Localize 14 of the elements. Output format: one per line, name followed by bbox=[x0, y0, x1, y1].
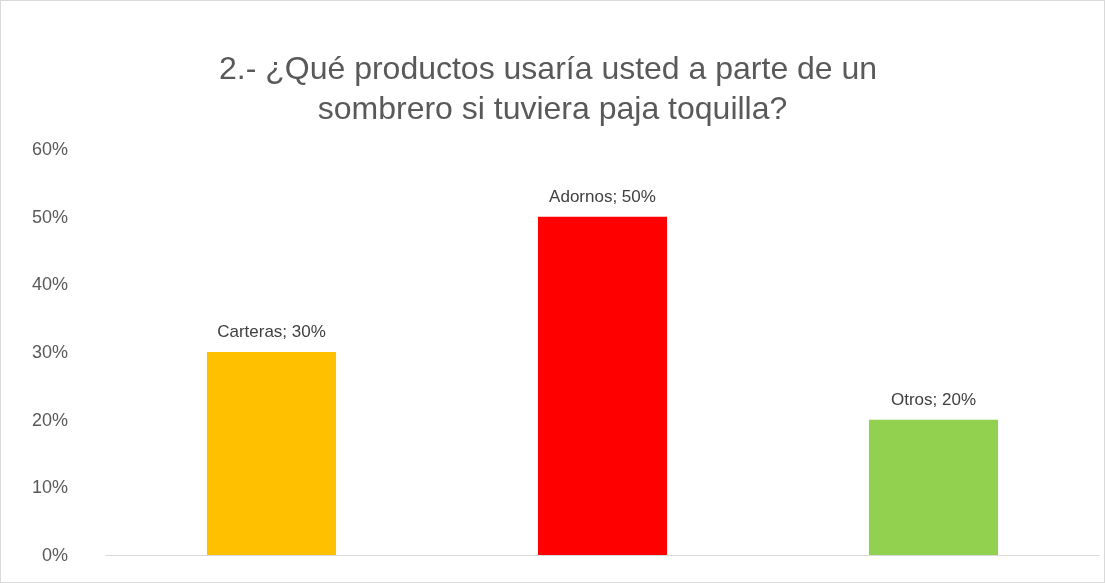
y-tick-label: 60% bbox=[31, 139, 68, 159]
data-label: Otros; 20% bbox=[890, 389, 977, 409]
y-tick-label: 0% bbox=[41, 545, 68, 565]
bar bbox=[206, 352, 337, 555]
bar bbox=[537, 216, 668, 555]
y-tick-label: 30% bbox=[31, 342, 68, 362]
data-label: Adornos; 50% bbox=[549, 186, 656, 206]
data-label: Carteras; 30% bbox=[217, 322, 326, 341]
y-tick-label: 10% bbox=[31, 477, 68, 498]
y-tick-label: 50% bbox=[31, 206, 68, 227]
bar bbox=[868, 419, 999, 555]
y-tick-label: 20% bbox=[31, 409, 68, 430]
chart-title: 2.- ¿Qué productos usaría usted a parte de un sombrero si tuviera paja toquilla? bbox=[218, 50, 887, 126]
y-tick-label: 40% bbox=[31, 274, 68, 295]
